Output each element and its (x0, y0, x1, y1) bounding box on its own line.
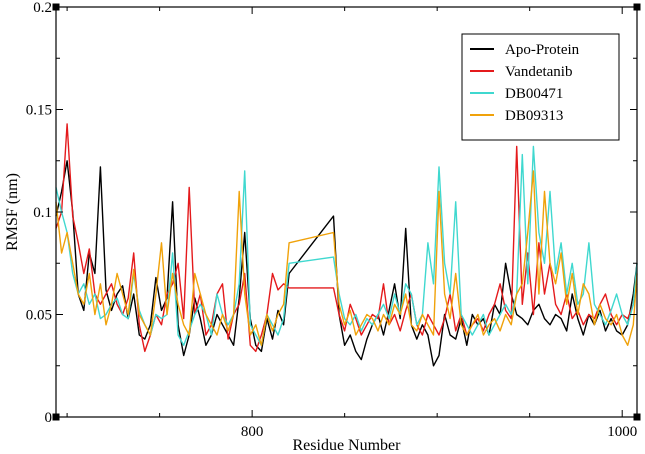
legend-box (461, 33, 620, 141)
y-axis-title: RMSF (nm) (4, 173, 21, 251)
x-axis-ticks: 800 1000 (66, 7, 637, 440)
y-tick-label: 0.15 (26, 103, 52, 119)
x-tick-label: 800 (241, 424, 264, 440)
series-line-db00471 (55, 145, 638, 346)
series-line-db09313 (55, 170, 638, 346)
x-tick-label: 1000 (607, 424, 637, 440)
y-tick-label: 0 (45, 410, 53, 426)
x-axis-title: Residue Number (293, 437, 402, 454)
y-tick-label: 0.2 (33, 0, 52, 16)
y-tick-label: 0.05 (26, 308, 52, 324)
y-axis-ticks: 0 0.05 0.1 0.15 0.2 (26, 0, 637, 426)
legend-label: Apo-Protein (505, 42, 580, 58)
legend-label: Vandetanib (505, 64, 572, 80)
y-tick-label: 0.1 (33, 205, 52, 221)
series-line-vandetanib (55, 123, 638, 353)
series-layer (55, 123, 638, 367)
series-line-apo-protein (55, 160, 638, 367)
legend-label: DB00471 (505, 86, 563, 102)
legend-label: DB09313 (505, 108, 563, 124)
legend: Apo-Protein Vandetanib DB00471 DB09313 (461, 33, 620, 141)
